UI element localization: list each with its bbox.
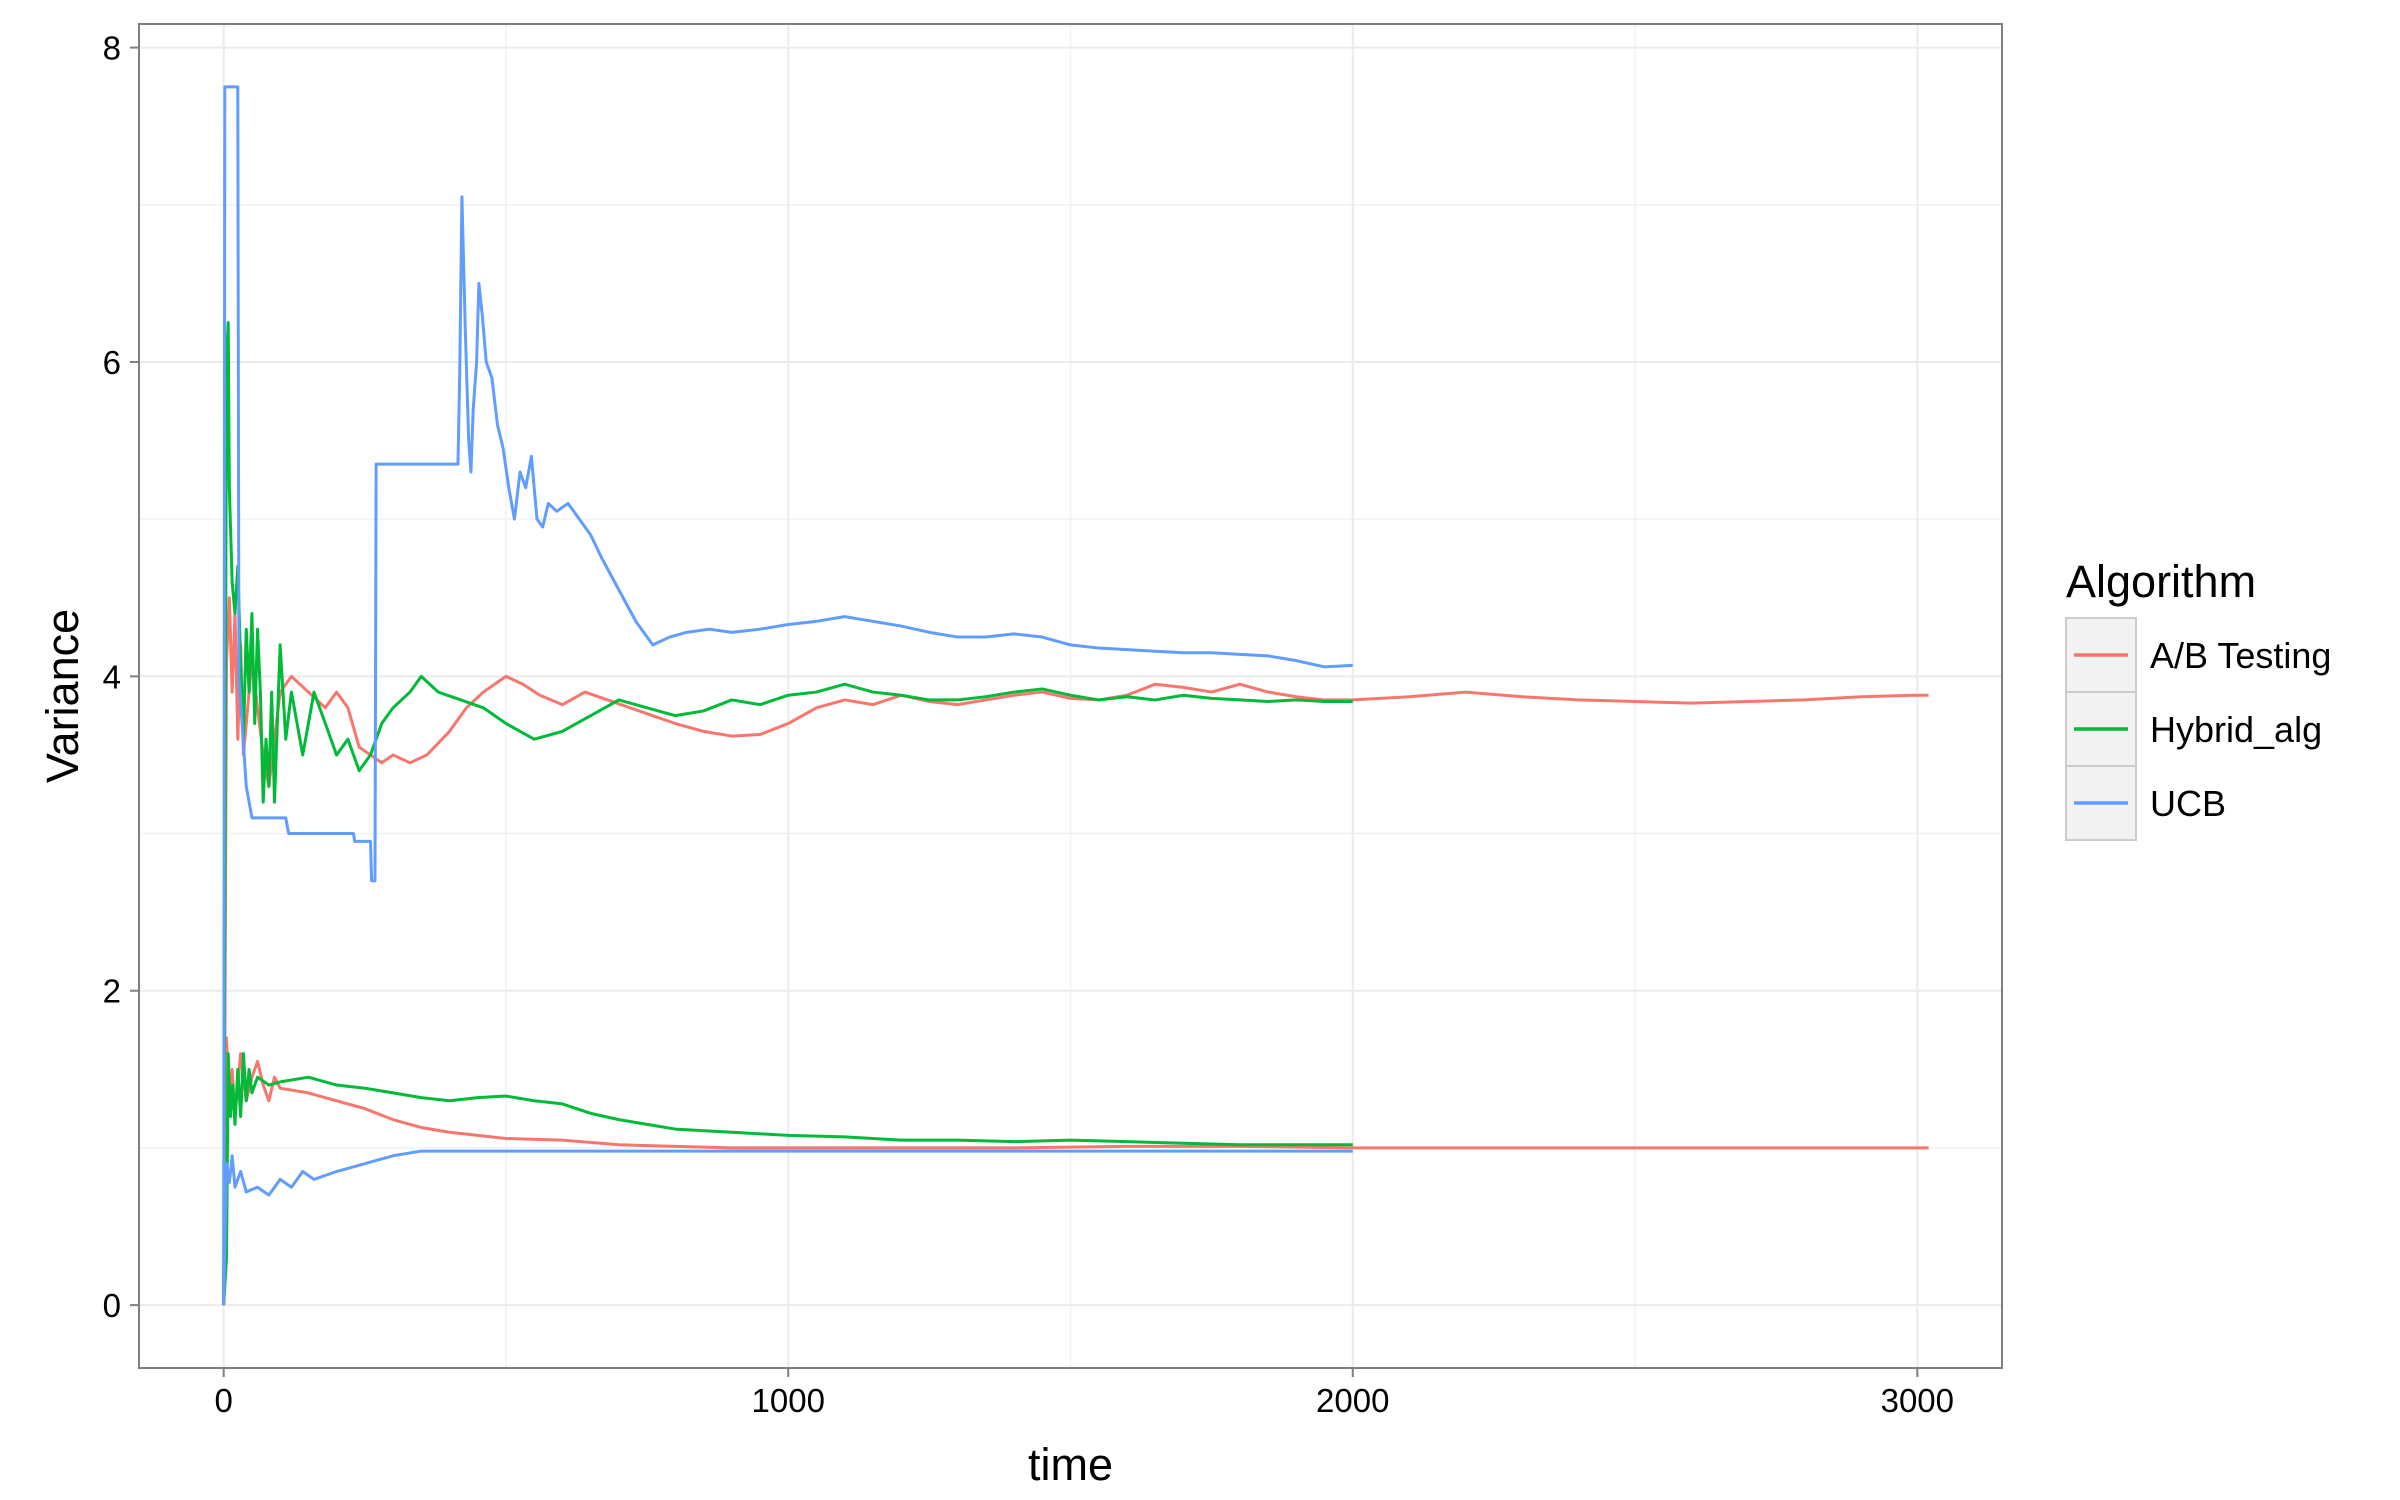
- gridlines: [139, 24, 2002, 1368]
- x-axis-title: time: [1028, 1439, 1113, 1490]
- y-tick-label: 8: [103, 30, 121, 67]
- series-line-hybrid-alg-lower: [222, 1052, 1353, 1306]
- legend-label: UCB: [2150, 783, 2226, 824]
- y-tick-label: 2: [103, 973, 121, 1010]
- x-tick-label: 3000: [1881, 1382, 1954, 1419]
- legend-label: A/B Testing: [2150, 635, 2331, 676]
- series-line-hybrid-alg-upper: [222, 321, 1353, 1306]
- series-line-ucb-lower: [222, 1149, 1353, 1306]
- x-tick-label: 0: [215, 1382, 233, 1419]
- y-tick-label: 4: [103, 658, 121, 695]
- legend-title: Algorithm: [2066, 556, 2256, 607]
- series-lines: [222, 85, 1929, 1306]
- axis-ticks: 0 1000 2000 3000 0 2 4 6 8: [103, 30, 1954, 1419]
- series-line-ucb-upper: [222, 85, 1353, 1306]
- x-tick-label: 1000: [752, 1382, 825, 1419]
- y-tick-label: 6: [103, 344, 121, 381]
- x-tick-label: 2000: [1316, 1382, 1389, 1419]
- legend: Algorithm A/B Testing Hybrid_alg UCB: [2065, 556, 2331, 841]
- y-tick-label: 0: [103, 1287, 121, 1324]
- legend-label: Hybrid_alg: [2150, 709, 2322, 750]
- plot-panel-border: [138, 23, 2003, 1369]
- y-axis-title: Variance: [37, 609, 88, 783]
